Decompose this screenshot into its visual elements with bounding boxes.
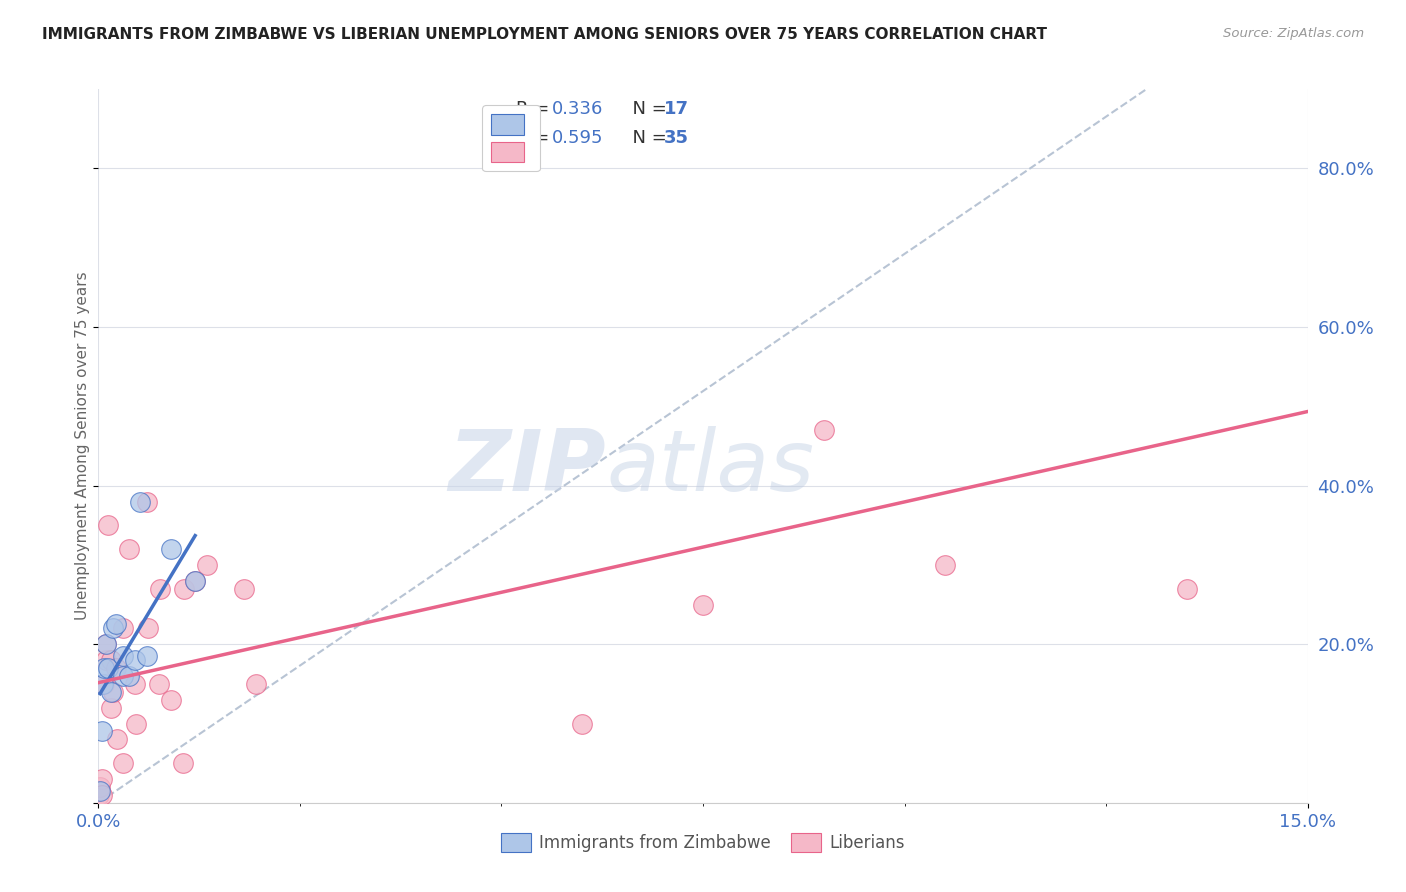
- Point: [97, 661, 120, 675]
- Point: [184, 574, 207, 588]
- Point: [112, 669, 135, 683]
- Point: [93, 661, 115, 675]
- Point: [571, 716, 593, 731]
- Text: 0.595: 0.595: [551, 128, 603, 146]
- Point: [101, 685, 124, 699]
- Text: atlas: atlas: [606, 425, 814, 509]
- Point: [105, 617, 128, 632]
- Point: [692, 598, 714, 612]
- Text: N =: N =: [621, 100, 672, 118]
- Point: [90, 772, 112, 786]
- Point: [96, 637, 118, 651]
- Text: ZIP: ZIP: [449, 425, 606, 509]
- Point: [160, 542, 183, 557]
- Point: [124, 716, 146, 731]
- Point: [112, 621, 135, 635]
- Point: [94, 637, 117, 651]
- Point: [118, 669, 141, 683]
- Point: [184, 574, 207, 588]
- Point: [138, 621, 160, 635]
- Point: [149, 582, 172, 596]
- Point: [232, 582, 254, 596]
- Point: [135, 649, 157, 664]
- Point: [89, 780, 111, 794]
- Text: Source: ZipAtlas.com: Source: ZipAtlas.com: [1223, 27, 1364, 40]
- Point: [91, 788, 114, 802]
- Point: [105, 732, 128, 747]
- Point: [93, 677, 115, 691]
- Point: [173, 582, 195, 596]
- Point: [934, 558, 956, 572]
- Text: 17: 17: [664, 100, 689, 118]
- Point: [111, 756, 134, 771]
- Text: N =: N =: [621, 128, 672, 146]
- Point: [129, 494, 152, 508]
- Point: [89, 784, 111, 798]
- Text: R =: R =: [516, 100, 554, 118]
- Point: [1175, 582, 1198, 596]
- Point: [813, 423, 835, 437]
- Point: [245, 677, 267, 691]
- Point: [97, 518, 120, 533]
- Point: [94, 653, 117, 667]
- Point: [111, 649, 134, 664]
- Point: [89, 788, 111, 802]
- Point: [172, 756, 194, 771]
- Point: [118, 542, 141, 557]
- Point: [105, 661, 128, 675]
- Point: [100, 700, 122, 714]
- Point: [91, 677, 114, 691]
- Point: [90, 724, 112, 739]
- Point: [100, 653, 122, 667]
- Y-axis label: Unemployment Among Seniors over 75 years: Unemployment Among Seniors over 75 years: [75, 272, 90, 620]
- Point: [195, 558, 218, 572]
- Point: [135, 494, 157, 508]
- Text: 35: 35: [664, 128, 689, 146]
- Legend: Immigrants from Zimbabwe, Liberians: Immigrants from Zimbabwe, Liberians: [495, 826, 911, 859]
- Point: [124, 677, 146, 691]
- Point: [100, 685, 122, 699]
- Text: 0.336: 0.336: [551, 100, 603, 118]
- Point: [160, 692, 183, 706]
- Text: R =: R =: [516, 128, 554, 146]
- Text: IMMIGRANTS FROM ZIMBABWE VS LIBERIAN UNEMPLOYMENT AMONG SENIORS OVER 75 YEARS CO: IMMIGRANTS FROM ZIMBABWE VS LIBERIAN UNE…: [42, 27, 1047, 42]
- Point: [124, 653, 146, 667]
- Point: [101, 621, 124, 635]
- Point: [148, 677, 170, 691]
